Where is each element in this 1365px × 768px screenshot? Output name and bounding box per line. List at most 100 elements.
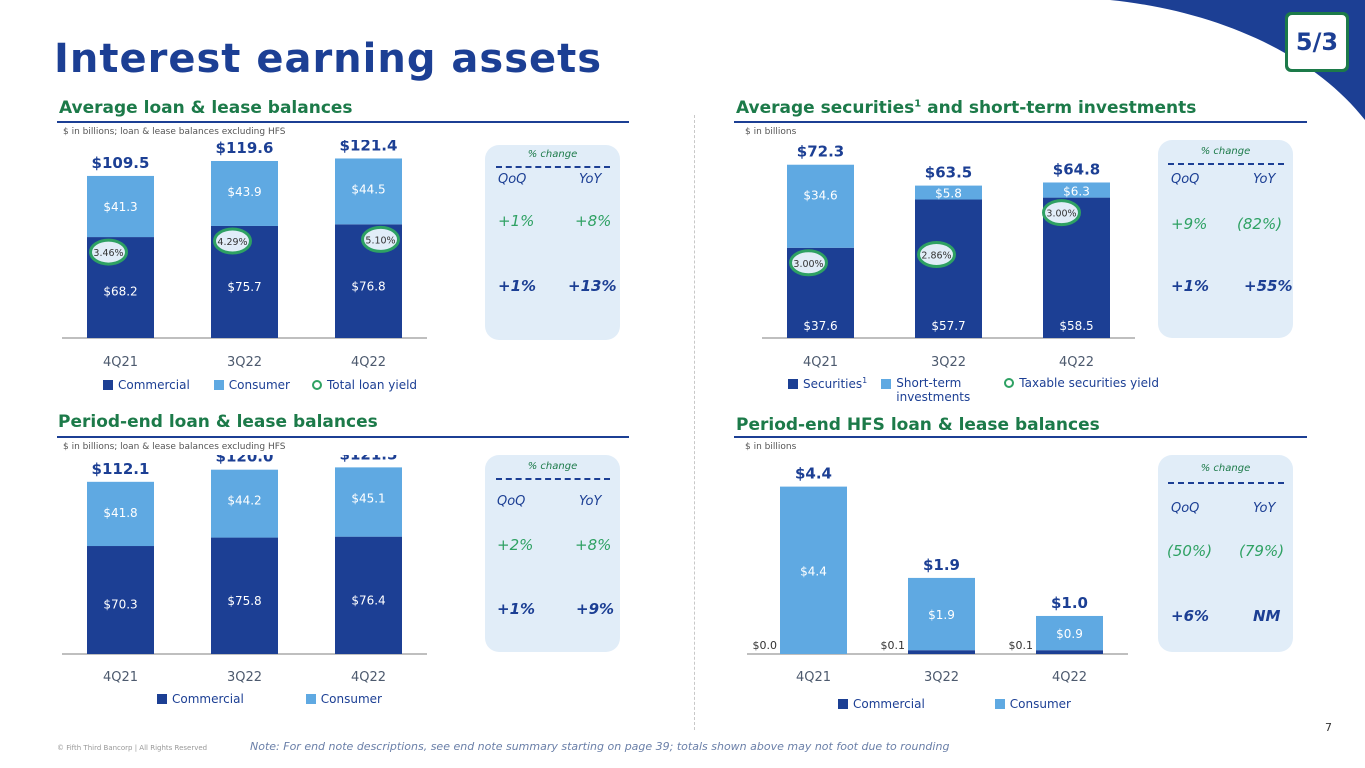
legend-swatch-consumer — [994, 699, 1005, 709]
p4-consumer-qoq: (50%) — [1167, 542, 1213, 560]
p3-total-label: $112.1 — [92, 460, 150, 478]
p4-consumer-label: $4.4 — [800, 564, 827, 578]
p1-yield-label: 3.46% — [93, 248, 123, 259]
p1-pct-divider — [496, 166, 610, 168]
p1-consumer-yoy: +8% — [575, 212, 612, 230]
legend-label-commercial: Commercial — [118, 378, 190, 392]
p4-pct-divider — [1168, 482, 1284, 484]
p3-qoq-header: QoQ — [497, 494, 526, 509]
legend-label-commercial: Commercial — [853, 697, 925, 711]
p3-bar-commercial — [335, 536, 402, 654]
legend-swatch-commercial — [157, 694, 167, 704]
p4-bar-commercial — [1036, 650, 1103, 654]
p1-pct-title: % change — [527, 149, 578, 160]
p3-pct-panel — [485, 455, 620, 652]
p3-chart: 4Q21 $112.1 $41.8 $70.3 3Q22 $120.0 $44.2 $75.8… — [62, 455, 427, 685]
legend-swatch-consumer — [213, 380, 224, 390]
p1-qoq-header: QoQ — [498, 172, 527, 187]
p3-bar-consumer — [87, 481, 154, 547]
logo-inner: 5/3 — [1288, 15, 1346, 69]
p3-category-label: 4Q21 — [103, 670, 138, 685]
p3-dark-segment-label: $76.4 — [351, 594, 385, 608]
p4-bar-consumer — [780, 486, 847, 654]
p1-consumer-qoq: +1% — [498, 212, 535, 230]
p2-qoq-header: QoQ — [1171, 172, 1200, 187]
p2-dark-segment-label: $58.5 — [1059, 319, 1093, 333]
p4-bar-consumer — [1036, 615, 1103, 651]
copyright: © Fifth Third Bancorp | All Rights Reser… — [57, 744, 208, 752]
p3-total-label: $121.5 — [340, 455, 398, 463]
p3-bar-consumer — [211, 469, 278, 538]
p3-title: Period-end loan & lease balances — [58, 412, 378, 432]
p3-category-label: 3Q22 — [227, 670, 262, 685]
p4-total-label: $1.9 — [923, 556, 960, 574]
p3-light-segment-label: $44.2 — [227, 494, 261, 508]
p1-category-label: 4Q21 — [103, 355, 138, 370]
p2-title-rest: and short-term investments — [921, 98, 1197, 118]
logo-text: 5/3 — [1295, 28, 1339, 56]
p4-consumer-label: $1.9 — [928, 608, 955, 622]
legend-swatch-commercial — [838, 699, 848, 709]
p1-bar-consumer — [335, 158, 402, 225]
legend-shortterm-line2: investments — [896, 390, 971, 404]
legend-swatch-yield — [311, 380, 322, 390]
p1-dark-segment-label: $75.7 — [227, 280, 261, 294]
page-number: 7 — [1325, 721, 1332, 734]
p1-yield-marker — [361, 225, 400, 253]
p4-title: Period-end HFS loan & lease balances — [736, 415, 1100, 435]
legend-label-shortterm: Short-term investments — [896, 376, 970, 404]
center-divider — [694, 115, 695, 730]
p4-commercial-label: $0.1 — [881, 639, 906, 652]
p4-category-label: 3Q22 — [924, 670, 959, 685]
legend-label-consumer: Consumer — [320, 692, 382, 706]
p1-title: Average loan & lease balances — [59, 98, 353, 118]
p2-category-label: 4Q22 — [1059, 355, 1094, 370]
p3-commercial-qoq: +1% — [497, 600, 536, 618]
p4-total-label: $1.0 — [1051, 594, 1088, 612]
p4-qoq-header: QoQ — [1171, 501, 1200, 516]
p1-light-segment-label: $43.9 — [227, 185, 261, 199]
p4-category-label: 4Q22 — [1052, 670, 1087, 685]
p1-dark-segment-label: $76.8 — [351, 279, 385, 293]
p2-yield-label: 3.00% — [1046, 209, 1076, 220]
p2-bar-securities — [915, 199, 982, 338]
p3-yoy-header: YoY — [579, 494, 602, 509]
p3-bar-commercial — [87, 546, 154, 654]
p1-total-label: $119.6 — [216, 140, 274, 157]
p2-yoy-header: YoY — [1253, 172, 1276, 187]
p2-yield-marker — [1042, 199, 1081, 227]
p1-bar-consumer — [87, 175, 154, 238]
p1-category-label: 4Q22 — [351, 355, 386, 370]
p2-yield-marker — [789, 249, 828, 277]
p4-bar-commercial — [908, 650, 975, 654]
p3-dark-segment-label: $70.3 — [103, 598, 137, 612]
p2-rule — [734, 121, 1307, 123]
p2-pct-title: % change — [1200, 146, 1251, 157]
p2-pct-panel — [1158, 140, 1293, 338]
p2-bar-short-term-investments — [1043, 182, 1110, 198]
p4-yoy-header: YoY — [1253, 501, 1276, 516]
p2-shortterm-qoq: +9% — [1171, 215, 1208, 233]
p2-shortterm-yoy: (82%) — [1237, 215, 1283, 233]
p2-light-segment-label: $5.8 — [935, 187, 962, 201]
legend-label-commercial: Commercial — [172, 692, 244, 706]
legend-shortterm-line1: Short-term — [896, 376, 962, 390]
p2-category-label: 4Q21 — [803, 355, 838, 370]
legend-label-taxable-yield: Taxable securities yield — [1019, 376, 1159, 390]
p2-dark-segment-label: $37.6 — [803, 319, 837, 333]
p1-yield-label: 4.29% — [217, 237, 247, 248]
legend-label-yield: Total loan yield — [326, 378, 418, 392]
p1-bar-consumer — [211, 160, 278, 226]
legend-securities-sup: 1 — [862, 376, 868, 385]
p2-bar-short-term-investments — [787, 164, 854, 248]
p3-light-segment-label: $41.8 — [103, 506, 137, 520]
p1-legend: Commercial Consumer Total loan yield — [103, 378, 417, 392]
p3-consumer-qoq: +2% — [497, 536, 534, 554]
p2-legend: Securities1 Short-term investments Taxabl… — [788, 376, 1159, 404]
footer-note: Note: For end note descriptions, see end… — [250, 740, 950, 753]
legend-swatch-taxable-yield — [1004, 378, 1015, 388]
p2-total-label: $72.3 — [797, 143, 844, 161]
p3-bar-commercial — [211, 537, 278, 654]
p2-yield-label: 3.00% — [793, 259, 823, 270]
p1-yield-label: 5.10% — [365, 235, 395, 246]
